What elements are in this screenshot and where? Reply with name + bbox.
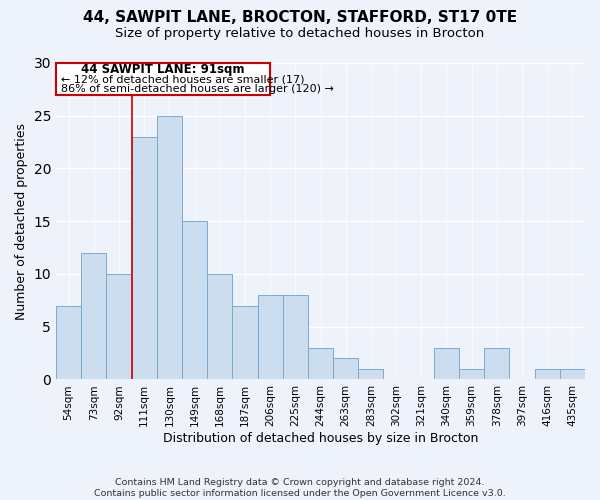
Text: 44 SAWPIT LANE: 91sqm: 44 SAWPIT LANE: 91sqm [82, 63, 245, 76]
Text: Size of property relative to detached houses in Brocton: Size of property relative to detached ho… [115, 28, 485, 40]
Bar [535, 369, 560, 380]
FancyBboxPatch shape [56, 63, 270, 94]
Bar [358, 369, 383, 380]
Text: 86% of semi-detached houses are larger (120) →: 86% of semi-detached houses are larger (… [61, 84, 334, 94]
Text: ← 12% of detached houses are smaller (17): ← 12% of detached houses are smaller (17… [61, 74, 305, 85]
Bar [157, 116, 182, 380]
X-axis label: Distribution of detached houses by size in Brocton: Distribution of detached houses by size … [163, 432, 478, 445]
Bar [560, 369, 585, 380]
Bar [207, 274, 232, 380]
Bar [56, 306, 81, 380]
Bar [484, 348, 509, 380]
Bar [257, 295, 283, 380]
Text: Contains HM Land Registry data © Crown copyright and database right 2024.
Contai: Contains HM Land Registry data © Crown c… [94, 478, 506, 498]
Bar [131, 137, 157, 380]
Bar [283, 295, 308, 380]
Bar [106, 274, 131, 380]
Bar [81, 253, 106, 380]
Text: 44, SAWPIT LANE, BROCTON, STAFFORD, ST17 0TE: 44, SAWPIT LANE, BROCTON, STAFFORD, ST17… [83, 10, 517, 25]
Bar [182, 221, 207, 380]
Bar [434, 348, 459, 380]
Bar [308, 348, 333, 380]
Bar [232, 306, 257, 380]
Bar [459, 369, 484, 380]
Bar [333, 358, 358, 380]
Y-axis label: Number of detached properties: Number of detached properties [15, 122, 28, 320]
